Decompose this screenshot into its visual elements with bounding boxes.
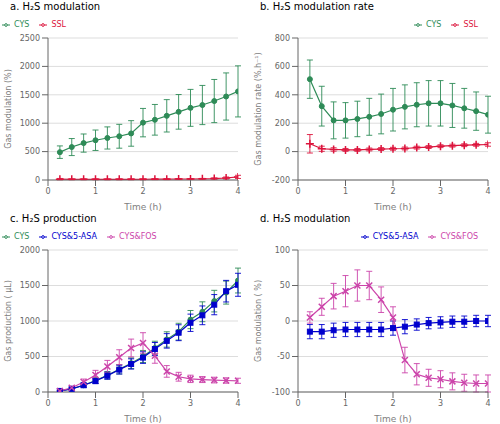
svg-text:3: 3 <box>438 399 443 408</box>
html-text:CYS: CYS <box>14 232 30 241</box>
svg-text:1: 1 <box>93 187 98 196</box>
html-text:CYS&FOS: CYS&FOS <box>119 232 157 241</box>
svg-text:4: 4 <box>485 399 490 408</box>
svg-text:Gas production ( μL): Gas production ( μL) <box>8 280 13 362</box>
svg-text:200: 200 <box>275 119 290 128</box>
svg-text:0: 0 <box>295 399 300 408</box>
svg-text:500: 500 <box>25 147 40 156</box>
svg-text:3: 3 <box>188 187 193 196</box>
svg-text:-100: -100 <box>272 388 290 397</box>
svg-text:3: 3 <box>438 187 443 196</box>
svg-text:0: 0 <box>35 388 40 397</box>
svg-text:2: 2 <box>140 399 145 408</box>
svg-text:0: 0 <box>285 317 290 326</box>
svg-text:1500: 1500 <box>20 281 40 290</box>
svg-text:600: 600 <box>275 62 290 71</box>
svg-text:2: 2 <box>140 187 145 196</box>
svg-text:1: 1 <box>93 399 98 408</box>
svg-text:0: 0 <box>295 187 300 196</box>
svg-text:2000: 2000 <box>20 246 40 255</box>
html-text:CYS&FOS: CYS&FOS <box>440 232 478 241</box>
html-text:a. H₂S modulation: a. H₂S modulation <box>10 1 101 12</box>
svg-text:-50: -50 <box>277 352 290 361</box>
svg-text:800: 800 <box>275 34 290 43</box>
html-text:CYS: CYS <box>14 20 30 29</box>
html-text:SSL: SSL <box>463 20 478 29</box>
html-text:CYS&5-ASA: CYS&5-ASA <box>51 232 97 241</box>
svg-text:4: 4 <box>485 187 490 196</box>
svg-text:0: 0 <box>45 187 50 196</box>
svg-text:1000: 1000 <box>20 317 40 326</box>
svg-text:2: 2 <box>390 187 395 196</box>
svg-text:Time (h): Time (h) <box>123 202 162 212</box>
html-text:c. H₂S production: c. H₂S production <box>10 213 97 224</box>
svg-text:400: 400 <box>275 91 290 100</box>
svg-text:Time (h): Time (h) <box>373 414 412 424</box>
svg-text:Gas modulation rate (%.h⁻¹): Gas modulation rate (%.h⁻¹) <box>254 52 263 165</box>
svg-text:Time (h): Time (h) <box>373 202 412 212</box>
html-text:d. H₂S modulation: d. H₂S modulation <box>260 213 351 224</box>
svg-text:Time (h): Time (h) <box>123 414 162 424</box>
svg-text:500: 500 <box>25 352 40 361</box>
svg-text:50: 50 <box>280 281 290 290</box>
svg-text:1: 1 <box>343 399 348 408</box>
svg-text:100: 100 <box>275 246 290 255</box>
svg-text:1500: 1500 <box>20 91 40 100</box>
svg-text:-200: -200 <box>272 176 290 185</box>
svg-text:1000: 1000 <box>20 119 40 128</box>
svg-text:3: 3 <box>188 399 193 408</box>
svg-text:Gas modulation ( %): Gas modulation ( %) <box>254 280 263 362</box>
svg-text:4: 4 <box>235 399 240 408</box>
svg-text:4: 4 <box>235 187 240 196</box>
svg-text:0: 0 <box>285 147 290 156</box>
html-text:CYS&5-ASA: CYS&5-ASA <box>372 232 419 241</box>
html-text:CYS: CYS <box>426 20 442 29</box>
svg-text:Gas modulation (%): Gas modulation (%) <box>8 69 13 148</box>
svg-text:2500: 2500 <box>20 34 40 43</box>
svg-text:2: 2 <box>390 399 395 408</box>
svg-text:1: 1 <box>343 187 348 196</box>
html-text:b. H₂S modulation rate: b. H₂S modulation rate <box>260 1 374 12</box>
svg-text:0: 0 <box>45 399 50 408</box>
svg-text:0: 0 <box>35 176 40 185</box>
svg-text:2000: 2000 <box>20 62 40 71</box>
html-text:SSL: SSL <box>51 20 66 29</box>
